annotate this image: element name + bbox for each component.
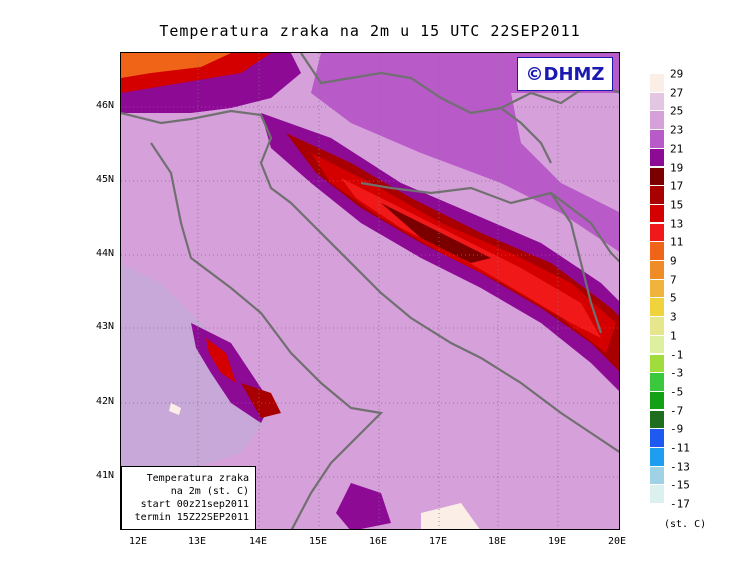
legend-swatch — [650, 92, 664, 111]
graticule — [121, 53, 619, 529]
temperature-field — [121, 53, 619, 529]
legend-swatch — [650, 242, 664, 260]
legend-swatch — [650, 204, 664, 223]
legend-label: -9 — [670, 422, 684, 436]
x-tick-label: 12E — [128, 536, 148, 547]
legend-swatch — [650, 130, 664, 148]
legend-swatch — [650, 410, 664, 429]
legend-label: 3 — [670, 310, 677, 324]
legend-label: 7 — [670, 273, 677, 287]
legend-label: 21 — [670, 142, 684, 156]
legend-swatch — [650, 223, 664, 242]
legend-swatch — [650, 148, 664, 167]
y-tick-label: 43N — [95, 321, 114, 332]
y-tick-label: 41N — [95, 470, 114, 481]
legend-unit: (st. C) — [664, 519, 707, 530]
x-tick-label: 15E — [308, 536, 328, 547]
legend-swatch — [650, 373, 664, 391]
legend-label: -5 — [670, 385, 684, 399]
legend-label: 25 — [670, 104, 684, 118]
x-tick-label: 13E — [187, 536, 207, 547]
legend-swatch — [650, 391, 664, 410]
legend-label: -1 — [670, 348, 684, 361]
x-tick-label: 17E — [428, 536, 448, 547]
x-tick-label: 19E — [547, 536, 567, 547]
info-line: na 2m (st. C) — [170, 486, 249, 497]
legend-swatch — [650, 186, 664, 204]
legend-label: 23 — [670, 123, 684, 137]
y-tick-label: 44N — [95, 248, 114, 259]
legend-swatch — [650, 429, 664, 447]
map-title: Temperatura zraka na 2m u 15 UTC 22SEP20… — [159, 22, 581, 40]
legend-label: -17 — [670, 497, 690, 511]
legend-swatch — [650, 466, 664, 485]
legend-swatch — [650, 279, 664, 298]
legend-swatch — [650, 261, 664, 279]
dhmz-logo: ©DHMZ — [517, 57, 613, 91]
legend-label: -11 — [670, 441, 690, 455]
x-tick-label: 14E — [248, 536, 268, 547]
legend-swatch — [650, 335, 664, 354]
legend-label: -3 — [670, 366, 684, 380]
legend-label: -15 — [670, 478, 690, 492]
legend-label: 1 — [670, 329, 677, 343]
info-line: start 00z21sep2011 — [140, 499, 249, 510]
legend-swatch — [650, 354, 664, 373]
y-tick-label: 46N — [95, 100, 114, 111]
y-tick-label: 42N — [95, 396, 114, 407]
x-tick-label: 16E — [368, 536, 388, 547]
legend-swatch — [650, 167, 664, 186]
y-tick-label: 45N — [95, 174, 114, 185]
info-line: Temperatura zraka — [146, 473, 249, 484]
legend-swatch — [650, 74, 664, 92]
temperature-map: ©DHMZ Temperatura zraka na 2m (st. C) st… — [120, 52, 620, 530]
legend-label: 11 — [670, 235, 684, 249]
legend-label: 5 — [670, 291, 677, 305]
legend-label: 29 — [670, 67, 684, 81]
coastline — [121, 53, 619, 529]
legend-label: 15 — [670, 198, 684, 212]
legend-label: 19 — [670, 161, 684, 174]
x-tick-label: 18E — [487, 536, 507, 547]
legend-label: 13 — [670, 217, 684, 231]
legend-swatch — [650, 298, 664, 316]
x-tick-label: 20E — [607, 536, 627, 547]
map-info-box: Temperatura zraka na 2m (st. C) start 00… — [121, 466, 256, 529]
legend-label: -7 — [670, 404, 684, 418]
legend-swatch — [650, 317, 664, 335]
legend-label: -13 — [670, 460, 690, 474]
legend-swatch — [650, 111, 664, 129]
legend-label: 27 — [670, 86, 684, 100]
info-line: termin 15Z22SEP2011 — [134, 512, 249, 523]
legend-label: 9 — [670, 254, 677, 268]
legend-swatch — [650, 485, 664, 503]
italy-region — [121, 263, 271, 483]
legend-swatch — [650, 448, 664, 466]
legend-label: 17 — [670, 179, 684, 193]
